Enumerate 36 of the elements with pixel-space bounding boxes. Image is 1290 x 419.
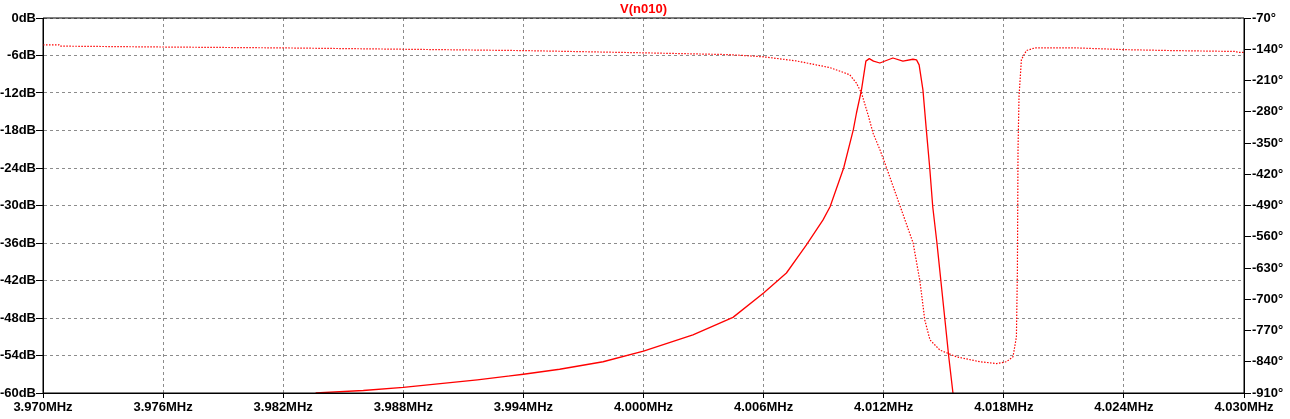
x-tick-label: 4.012MHz [854,399,914,415]
x-tick-label: 4.030MHz [1214,399,1275,415]
x-tick-label: 3.970MHz [13,399,74,415]
x-tick-label: 4.018MHz [974,399,1034,415]
y2-tick-label: -210° [1252,72,1284,88]
y2-tick-label: -630° [1252,259,1284,275]
y-tick-label: 0dB [11,9,36,25]
x-tick-label: 4.006MHz [733,399,794,415]
y2-tick-label: -140° [1252,40,1284,56]
y-tick-label: -60dB [0,384,36,400]
y2-tick-label: -840° [1252,353,1284,369]
y-tick-label: -36dB [0,234,36,250]
y2-tick-label: -910° [1252,384,1284,400]
y2-tick-label: -280° [1252,103,1284,119]
y-tick-label: -54dB [0,347,36,363]
x-tick-label: 3.976MHz [133,399,194,415]
y2-tick-label: -70° [1252,9,1276,25]
y-tick-label: -42dB [0,272,36,288]
y-tick-label: -12dB [0,84,36,100]
x-tick-label: 3.994MHz [493,399,554,415]
y-tick-label: -24dB [0,159,36,175]
x-tick-label: 4.024MHz [1094,399,1155,415]
y-tick-label: -18dB [0,122,36,138]
x-tick-label: 3.988MHz [373,399,434,415]
y-tick-label: -48dB [0,309,36,325]
y2-tick-label: -770° [1252,322,1284,338]
y2-tick-label: -490° [1252,197,1284,213]
y2-tick-label: -560° [1252,228,1284,244]
y-tick-label: -30dB [0,197,36,213]
y2-tick-label: -420° [1252,165,1284,181]
y-tick-label: -6dB [7,47,36,63]
x-tick-label: 4.000MHz [613,399,674,415]
y2-tick-label: -350° [1252,134,1284,150]
y2-tick-label: -700° [1252,290,1284,306]
chart-title: V(n010) [620,0,667,16]
x-tick-label: 3.982MHz [253,399,314,415]
